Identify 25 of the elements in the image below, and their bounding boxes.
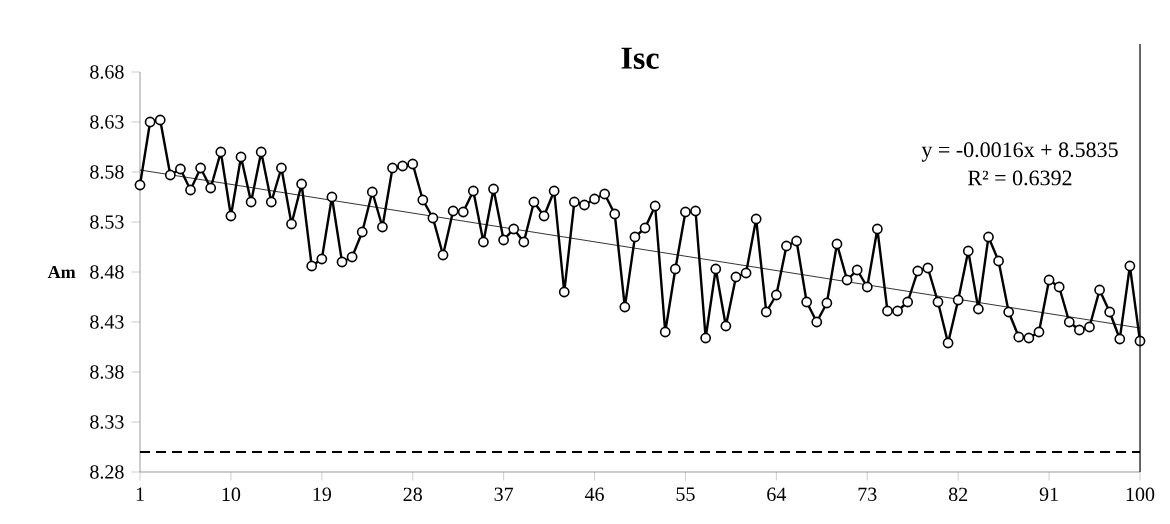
x-tick-label: 37 [494,487,514,502]
y-tick-label: 8.38 [90,365,124,379]
y-tick-label: 8.43 [90,315,124,329]
x-tick-label: 100 [1126,487,1155,502]
x-tick-label: 10 [222,487,241,502]
y-tick-label: 8.53 [90,215,124,229]
annotation: R² = 0.6392 [968,170,1072,186]
y-tick-label: 8.63 [90,115,124,129]
x-tick-label: 73 [858,487,877,502]
y-tick-label: 8.33 [90,415,124,429]
x-tick-label: 1 [136,487,144,501]
x-tick-label: 28 [403,487,422,502]
y-tick-label: 8.58 [90,165,124,179]
annotation: y = -0.0016x + 8.5835 [921,142,1118,162]
chart-title: Isc [621,47,659,69]
x-tick-label: 64 [767,487,787,502]
y-tick-label: 8.68 [90,65,124,79]
y-tick-label: 8.28 [90,465,124,479]
x-tick-label: 82 [948,487,968,502]
y-tick-label: 8.48 [90,265,124,279]
x-tick-label: 91 [1039,487,1058,502]
x-tick-label: 55 [676,487,695,501]
x-tick-label: 19 [313,487,332,502]
y-axis-title: Am [47,266,76,278]
x-tick-label: 46 [584,487,604,502]
